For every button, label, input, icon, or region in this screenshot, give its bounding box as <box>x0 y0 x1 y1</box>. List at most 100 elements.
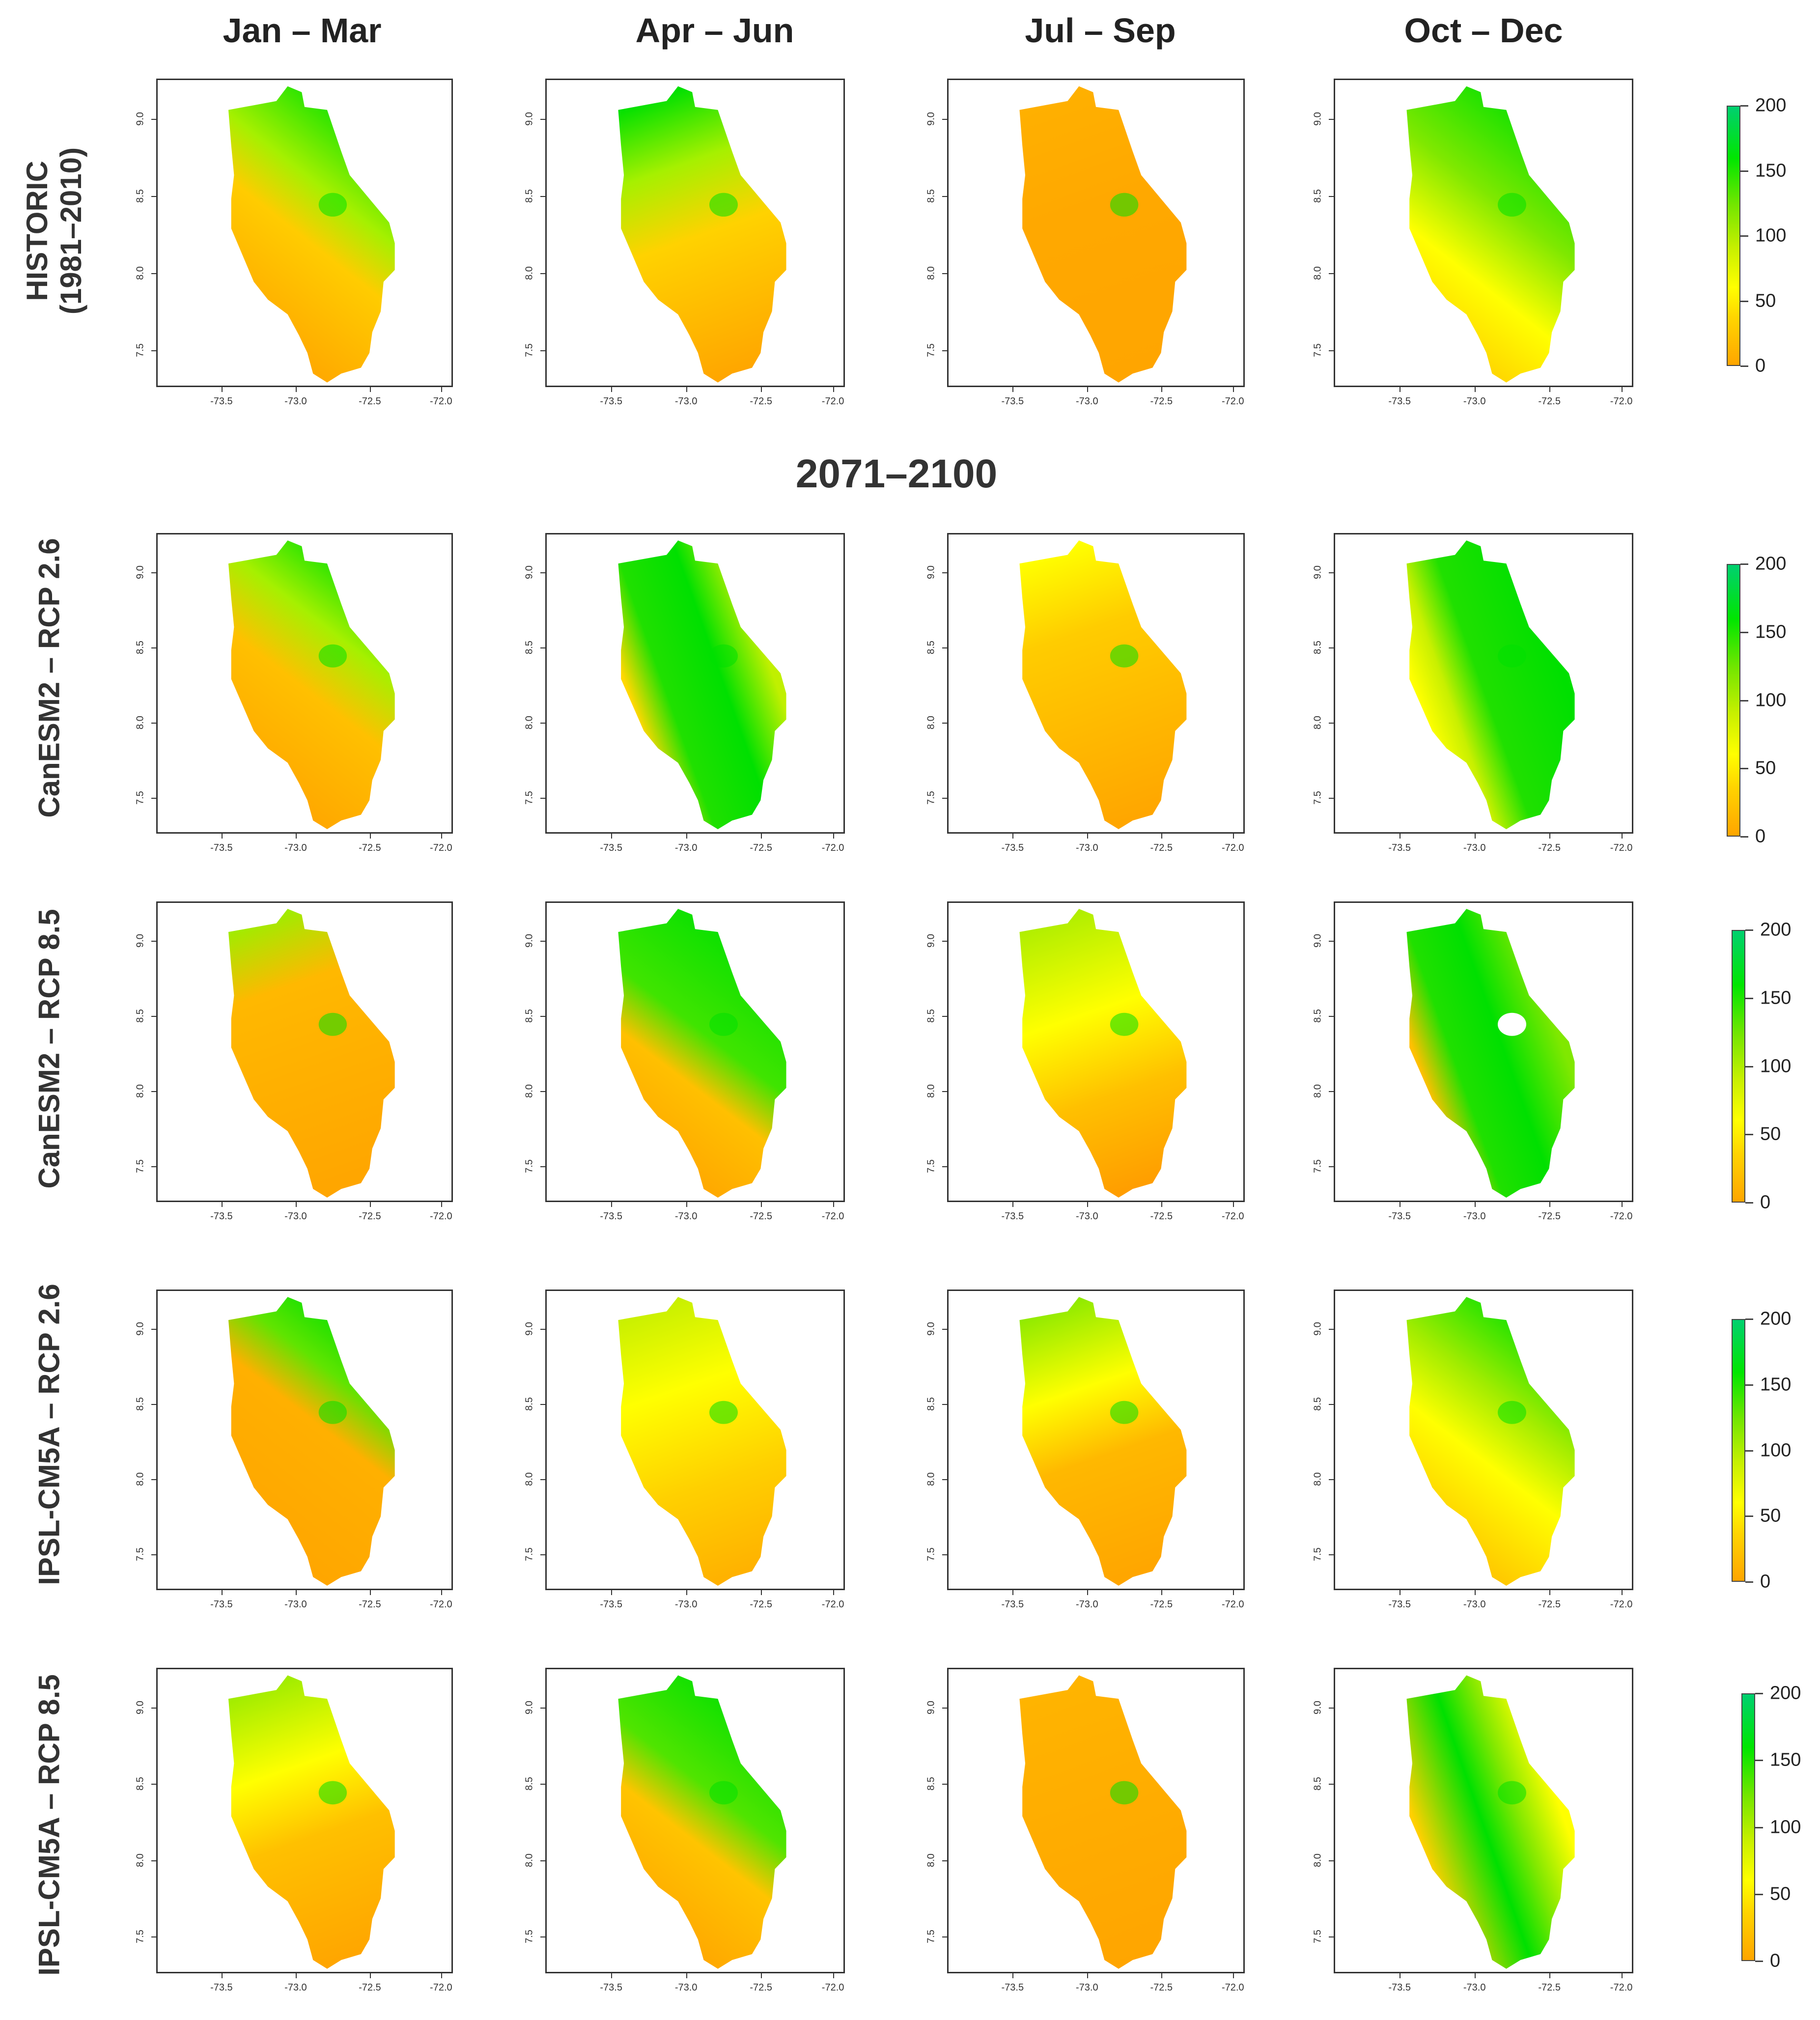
row-label-line1: IPSL-CM5A – RCP 2.6 <box>32 1284 66 1585</box>
y-tick-label: 9.0 <box>524 112 535 126</box>
x-tick-label: -72.0 <box>821 1211 844 1222</box>
x-tick-mark <box>1621 1973 1623 1978</box>
x-tick-mark <box>686 1590 687 1595</box>
y-tick-label: 8.5 <box>925 640 937 654</box>
map-frame <box>156 1668 453 1973</box>
row-label-line1: CanESM2 – RCP 2.6 <box>32 538 66 818</box>
x-tick-mark <box>369 1973 371 1978</box>
y-tick-label: 8.0 <box>925 1853 937 1867</box>
x-tick-mark <box>1161 1590 1163 1595</box>
y-tick-label: 8.0 <box>1312 266 1323 280</box>
precipitation-map <box>228 1297 395 1586</box>
y-tick-mark <box>151 1015 156 1017</box>
x-tick-label: -73.5 <box>1001 1982 1024 1993</box>
x-tick-label: -72.0 <box>1610 1211 1633 1222</box>
x-tick-mark <box>1232 834 1234 839</box>
region-shape <box>1019 540 1187 829</box>
legend-color-bar <box>1727 564 1740 837</box>
x-tick-mark <box>441 387 442 392</box>
legend-tick-mark <box>1740 170 1748 172</box>
y-tick-label: 9.0 <box>1312 933 1323 948</box>
x-tick-label: -72.0 <box>821 396 844 407</box>
y-tick-mark <box>151 572 156 573</box>
x-tick-mark <box>1474 1590 1476 1595</box>
x-tick-label: -72.0 <box>1221 1599 1244 1610</box>
section-title-2071-2100: 2071–2100 <box>795 451 998 496</box>
x-tick-label: -73.5 <box>1388 1211 1411 1222</box>
y-tick-mark <box>942 118 947 120</box>
legend-tick-mark <box>1755 1961 1763 1962</box>
x-tick-mark <box>611 1590 613 1595</box>
local-maximum-spot <box>1110 1012 1139 1036</box>
x-tick-mark <box>1012 1590 1014 1595</box>
y-tick-mark <box>942 1707 947 1709</box>
y-tick-mark <box>942 1479 947 1480</box>
y-tick-label: 8.5 <box>135 1777 146 1791</box>
y-tick-mark <box>942 1403 947 1405</box>
map-frame <box>1334 533 1633 834</box>
region-shape <box>1019 1675 1187 1969</box>
x-tick-mark <box>833 387 834 392</box>
y-tick-mark <box>1329 1091 1334 1092</box>
region-shape <box>1406 1297 1575 1586</box>
x-tick-mark <box>761 834 762 839</box>
y-tick-mark <box>942 647 947 648</box>
x-tick-mark <box>295 387 297 392</box>
y-tick-label: 8.0 <box>135 266 146 280</box>
y-tick-label: 8.0 <box>135 1084 146 1098</box>
y-tick-label: 8.5 <box>524 640 535 654</box>
y-tick-label: 9.0 <box>524 933 535 948</box>
map-frame <box>545 79 845 387</box>
y-tick-mark <box>540 350 545 351</box>
y-tick-mark <box>1329 196 1334 197</box>
region-shape <box>1019 909 1187 1198</box>
x-tick-mark <box>1012 1202 1014 1207</box>
precipitation-map <box>1406 1297 1575 1586</box>
y-tick-mark <box>540 1479 545 1480</box>
local-maximum-spot <box>709 1401 738 1424</box>
x-tick-mark <box>369 834 371 839</box>
x-tick-mark <box>1549 1202 1551 1207</box>
x-tick-label: -72.5 <box>359 1599 381 1610</box>
row-label-line1: IPSL-CM5A – RCP 8.5 <box>32 1674 66 1976</box>
region-shape <box>1019 86 1187 383</box>
map-frame <box>156 533 453 834</box>
region-shape <box>618 909 786 1198</box>
y-tick-label: 7.5 <box>524 1547 535 1561</box>
y-tick-mark <box>151 940 156 942</box>
map-frame <box>156 901 453 1202</box>
x-tick-label: -73.0 <box>674 1211 698 1222</box>
local-maximum-spot <box>709 1781 738 1805</box>
legend-tick-mark <box>1740 700 1748 701</box>
y-tick-label: 9.0 <box>135 112 146 126</box>
precipitation-map <box>618 86 786 383</box>
x-tick-label: -72.5 <box>750 396 772 407</box>
local-maximum-spot <box>1110 644 1139 668</box>
local-maximum-spot <box>1110 193 1139 217</box>
row-label-line1: HISTORIC <box>21 161 54 301</box>
legend-tick-mark <box>1745 997 1753 999</box>
y-tick-mark <box>942 1554 947 1555</box>
x-tick-mark <box>221 1973 223 1978</box>
legend-tick-label: 100 <box>1770 1817 1801 1837</box>
legend-tick-mark <box>1745 1319 1753 1320</box>
region-shape <box>228 909 395 1198</box>
y-tick-mark <box>942 196 947 197</box>
legend-tick-label: 150 <box>1760 987 1792 1009</box>
legend-tick-label: 0 <box>1755 826 1766 847</box>
x-tick-mark <box>441 1590 442 1595</box>
local-maximum-spot <box>1497 1401 1526 1424</box>
y-tick-mark <box>151 1166 156 1167</box>
y-tick-label: 8.0 <box>1312 715 1323 729</box>
y-tick-mark <box>1329 1479 1334 1480</box>
x-tick-mark <box>1549 1973 1551 1978</box>
local-maximum-spot <box>1497 1781 1526 1805</box>
region-shape <box>618 540 786 829</box>
legend-tick-label: 200 <box>1755 95 1787 116</box>
region-shape <box>228 86 395 383</box>
x-tick-label: -72.5 <box>359 842 381 853</box>
y-tick-mark <box>151 1479 156 1480</box>
legend-tick-label: 0 <box>1760 1192 1771 1213</box>
y-tick-mark <box>942 940 947 942</box>
y-tick-label: 7.5 <box>925 1159 937 1173</box>
